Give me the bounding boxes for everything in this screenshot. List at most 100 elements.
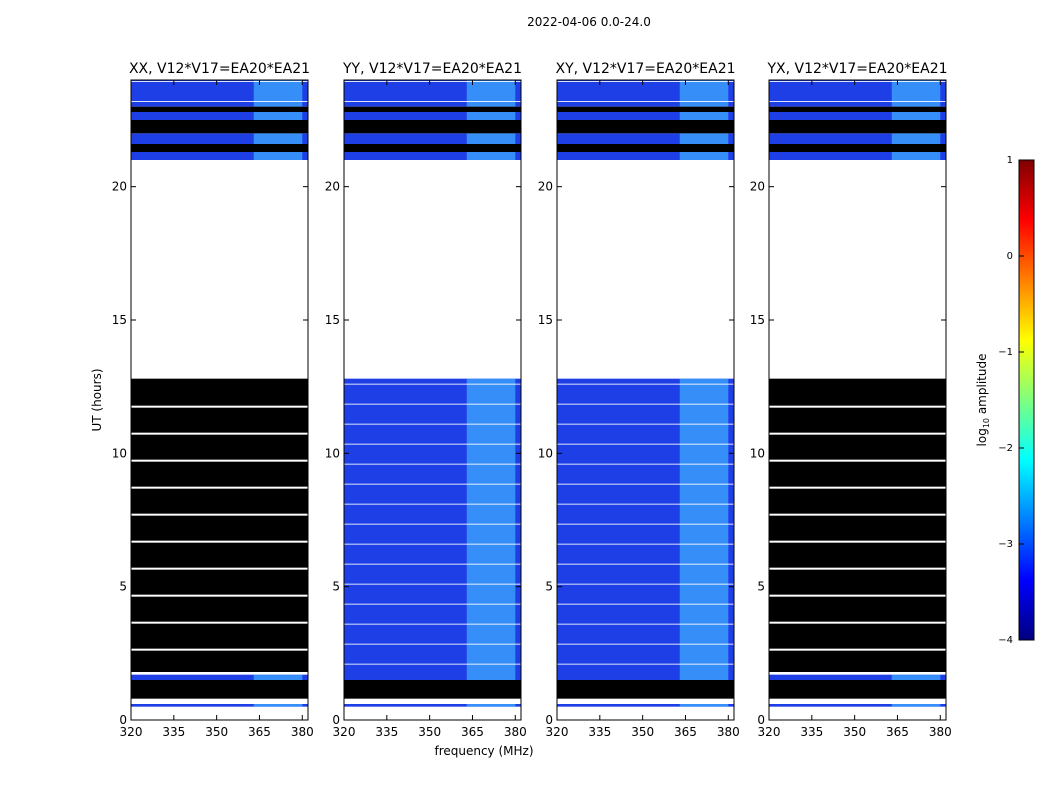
gap-line xyxy=(769,432,946,435)
y-tick-label: 0 xyxy=(332,713,340,727)
x-tick-label: 365 xyxy=(461,725,484,739)
y-tick-label: 20 xyxy=(750,180,765,194)
data-segment xyxy=(557,112,734,120)
rfi-band xyxy=(891,152,941,160)
gap-line xyxy=(344,523,521,525)
gap-line xyxy=(557,643,734,645)
gap-line xyxy=(557,423,734,425)
x-tick-label: 365 xyxy=(886,725,909,739)
gap-line xyxy=(131,81,308,82)
gap-line xyxy=(344,423,521,425)
rfi-band xyxy=(253,152,303,160)
gap-line xyxy=(131,567,308,570)
x-tick-label: 350 xyxy=(418,725,441,739)
colorbar-tick-label: −3 xyxy=(998,539,1013,550)
gap-line xyxy=(769,540,946,543)
gap-line xyxy=(131,594,308,597)
gap-line xyxy=(557,663,734,665)
panel-title: YY, V12*V17=EA20*EA21 xyxy=(342,61,522,77)
gap-line xyxy=(344,463,521,465)
gap-line xyxy=(769,486,946,489)
gap-line xyxy=(557,383,734,385)
flagged-segment xyxy=(131,378,308,672)
flagged-segment xyxy=(131,680,308,699)
data-segment xyxy=(769,112,946,120)
data-segment xyxy=(344,133,521,144)
x-tick-label: 380 xyxy=(717,725,740,739)
rfi-band xyxy=(679,80,729,107)
colorbar-tick-label: −2 xyxy=(998,443,1013,454)
gap-line xyxy=(769,567,946,570)
colorbar-tick-label: −4 xyxy=(998,635,1013,646)
panel-title: YX, V12*V17=EA20*EA21 xyxy=(766,61,947,77)
axes-frame xyxy=(768,79,947,721)
data-segment xyxy=(769,674,946,680)
x-tick-label: 350 xyxy=(843,725,866,739)
x-tick-label: 320 xyxy=(758,725,781,739)
gap-line xyxy=(557,543,734,545)
y-tick-label: 5 xyxy=(332,580,340,594)
x-tick-label: 380 xyxy=(291,725,314,739)
data-segment xyxy=(557,133,734,144)
y-tick-label: 10 xyxy=(538,446,553,460)
flagged-segment xyxy=(769,378,946,672)
data-segment xyxy=(131,112,308,120)
x-tick-label: 335 xyxy=(375,725,398,739)
gap-line xyxy=(344,403,521,405)
panel-title: XX, V12*V17=EA20*EA21 xyxy=(129,61,310,77)
rfi-band xyxy=(466,378,516,680)
panel-3: XY, V12*V17=EA20*EA21 320 335 350 365 380 0 5 10… xyxy=(538,61,740,739)
y-tick-label: 15 xyxy=(112,313,127,327)
rfi-band xyxy=(466,704,516,707)
data-segment xyxy=(131,133,308,144)
x-tick-label: 335 xyxy=(162,725,185,739)
rfi-band xyxy=(253,80,303,107)
gap-line xyxy=(557,463,734,465)
gap-line xyxy=(769,81,946,82)
panel-2: YY, V12*V17=EA20*EA21 320 335 350 365 380 0 5 10… xyxy=(325,61,534,758)
x-tick-label: 320 xyxy=(120,725,143,739)
flagged-segment xyxy=(344,106,521,112)
gap-line xyxy=(131,540,308,543)
y-tick-label: 0 xyxy=(757,713,765,727)
rfi-band xyxy=(891,133,941,144)
rfi-band xyxy=(466,152,516,160)
data-segment xyxy=(769,133,946,144)
y-tick-label: 5 xyxy=(757,580,765,594)
colorbar-tick-label: −1 xyxy=(998,347,1013,358)
data-segment xyxy=(131,152,308,160)
flagged-segment xyxy=(344,680,521,699)
panel-1: XX, V12*V17=EA20*EA21 320 335 350 365 380 0 5 10… xyxy=(90,61,314,739)
y-tick-label: 10 xyxy=(325,446,340,460)
rfi-band xyxy=(891,704,941,707)
gap-line xyxy=(557,503,734,505)
flagged-segment xyxy=(557,144,734,152)
y-tick-label: 5 xyxy=(119,580,127,594)
rfi-band xyxy=(253,112,303,120)
x-tick-label: 380 xyxy=(504,725,527,739)
data-segment xyxy=(131,704,308,707)
figure-suptitle: 2022-04-06 0.0-24.0 xyxy=(527,15,651,29)
x-tick-label: 335 xyxy=(588,725,611,739)
x-tick-label: 320 xyxy=(546,725,569,739)
gap-line xyxy=(131,432,308,435)
rfi-band xyxy=(466,80,516,107)
flagged-segment xyxy=(344,144,521,152)
rfi-band xyxy=(679,152,729,160)
rfi-band xyxy=(891,80,941,107)
gap-line xyxy=(557,563,734,565)
gap-line xyxy=(344,603,521,605)
gap-line xyxy=(557,623,734,625)
rfi-band xyxy=(466,133,516,144)
axes-frame xyxy=(343,79,522,721)
y-tick-label: 15 xyxy=(325,313,340,327)
data-segment xyxy=(557,704,734,707)
gap-line xyxy=(557,443,734,445)
gap-line xyxy=(557,523,734,525)
x-tick-label: 350 xyxy=(631,725,654,739)
y-tick-label: 0 xyxy=(119,713,127,727)
y-tick-label: 20 xyxy=(325,180,340,194)
y-tick-label: 15 xyxy=(750,313,765,327)
gap-line xyxy=(557,483,734,485)
y-tick-label: 15 xyxy=(538,313,553,327)
